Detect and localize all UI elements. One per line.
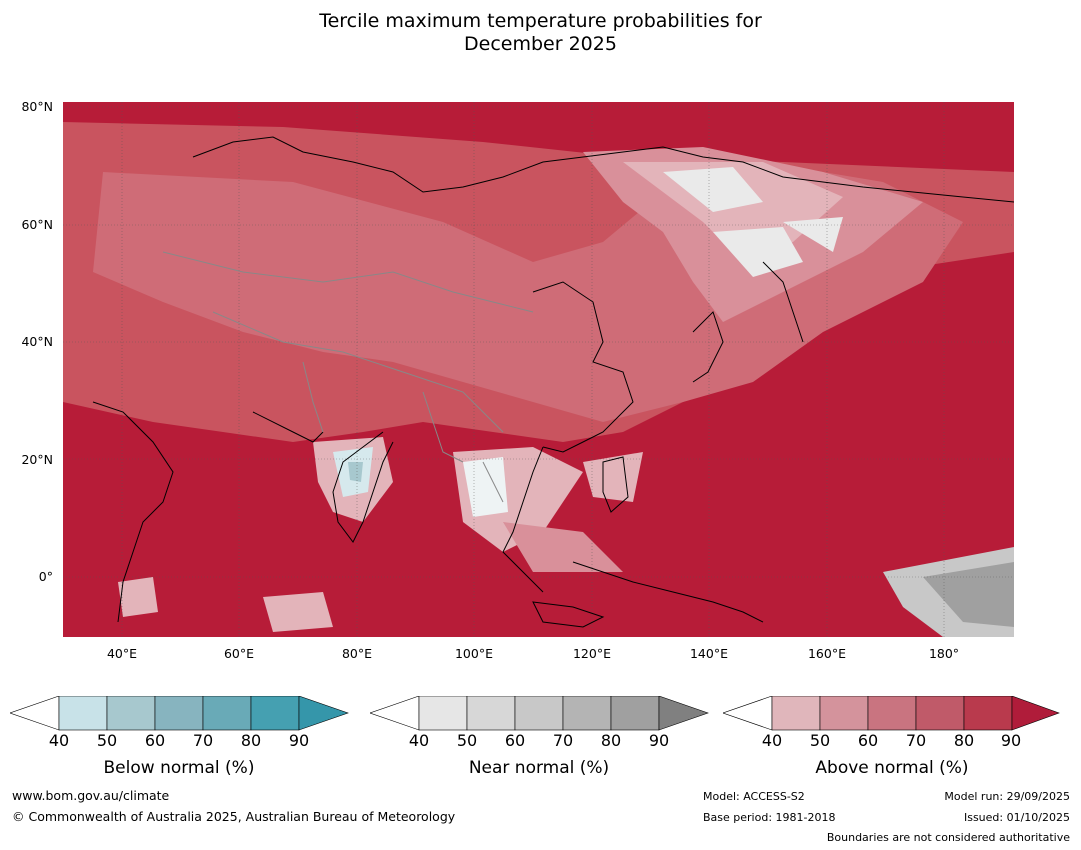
map-africa-low <box>118 577 158 617</box>
colorbar-near-title: Near normal (%) <box>468 758 610 778</box>
map-coastlines <box>92 136 1014 628</box>
colorbar-below-tick-70: 70 <box>192 731 214 750</box>
colorbar-below-tick-60: 60 <box>144 731 166 750</box>
lon-label-180: 180° <box>928 646 960 661</box>
map-malaysia-mid <box>503 522 623 572</box>
colorbar-above-segment-60-70 <box>867 696 917 731</box>
colorbar-below-segment-70-80 <box>202 696 252 731</box>
map-near-normal-manchuria <box>713 227 803 277</box>
title-line-2: December 2025 <box>464 33 617 55</box>
map-gridlines <box>63 102 1014 637</box>
colorbar-above-tick-40: 40 <box>761 731 783 750</box>
colorbar-above-segment-lt40 <box>723 696 773 731</box>
colorbar-near-segment-40-50 <box>418 696 468 731</box>
colorbar-below-tick-50: 50 <box>96 731 118 750</box>
colorbar-below-tick-80: 80 <box>240 731 262 750</box>
colorbar-near-tick-80: 80 <box>600 731 622 750</box>
lat-label-60n: 60°N <box>21 217 53 232</box>
lon-label-80e: 80°E <box>341 646 373 661</box>
colorbar-near-tick-70: 70 <box>552 731 574 750</box>
colorbar-below-segment-60-70 <box>154 696 204 731</box>
map-below-normal-india-core <box>348 462 363 482</box>
map-philippines-low <box>583 452 643 502</box>
colorbar-above-tick-60: 60 <box>857 731 879 750</box>
colorbar-below-segment-80-90 <box>250 696 300 731</box>
colorbar-below-segment-gt90 <box>298 696 349 731</box>
lat-label-0: 0° <box>38 569 53 584</box>
map-near-normal-kamchatka <box>783 217 843 252</box>
footer-disclaimer: Boundaries are not considered authoritat… <box>826 831 1070 844</box>
map-near-normal-siberia <box>663 167 763 212</box>
lon-label-160e: 160°E <box>807 646 846 661</box>
lon-label-40e: 40°E <box>106 646 138 661</box>
colorbar-above-normal <box>723 696 1060 731</box>
title-line-1: Tercile maximum temperature probabilitie… <box>319 10 762 32</box>
colorbar-above-tick-70: 70 <box>905 731 927 750</box>
map-indian-ocean-low <box>263 592 333 632</box>
colorbar-above-segment-40-50 <box>771 696 821 731</box>
colorbar-near-segment-60-70 <box>514 696 564 731</box>
colorbar-below-segment-40-50 <box>58 696 108 731</box>
colorbar-above-segment-70-80 <box>915 696 965 731</box>
map-boundaries <box>162 251 534 503</box>
colorbar-above-tick-90: 90 <box>1000 731 1022 750</box>
colorbar-below-tick-90: 90 <box>288 731 310 750</box>
colorbar-above-segment-80-90 <box>963 696 1013 731</box>
footer-copyright: © Commonwealth of Australia 2025, Austra… <box>12 809 456 824</box>
lon-label-120e: 120°E <box>572 646 611 661</box>
colorbar-below-normal <box>10 696 349 731</box>
colorbar-near-segment-gt90 <box>658 696 709 731</box>
chart-title: Tercile maximum temperature probabilitie… <box>0 10 1081 56</box>
lat-label-20n: 20°N <box>21 452 53 467</box>
lon-label-140e: 140°E <box>689 646 728 661</box>
map-near-normal-pacific-core <box>923 562 1014 627</box>
colorbar-near-segment-50-60 <box>466 696 516 731</box>
footer-model-run: Model run: 29/09/2025 <box>944 790 1070 803</box>
colorbar-near-segment-80-90 <box>610 696 660 731</box>
colorbar-below-segment-50-60 <box>106 696 156 731</box>
lon-label-100e: 100°E <box>454 646 493 661</box>
lat-label-80n: 80°N <box>21 99 53 114</box>
colorbar-above-tick-50: 50 <box>809 731 831 750</box>
footer-issued: Issued: 01/10/2025 <box>963 811 1070 824</box>
colorbar-below-segment-lt40 <box>10 696 60 731</box>
colorbar-below-tick-40: 40 <box>48 731 70 750</box>
colorbar-near-tick-50: 50 <box>456 731 478 750</box>
lon-label-60e: 60°E <box>223 646 255 661</box>
colorbar-near-normal <box>370 696 709 731</box>
footer-model: Model: ACCESS-S2 <box>703 790 805 803</box>
colorbar-near-segment-lt40 <box>370 696 420 731</box>
colorbar-near-tick-40: 40 <box>408 731 430 750</box>
colorbar-near-tick-60: 60 <box>504 731 526 750</box>
footer-base-period: Base period: 1981-2018 <box>703 811 836 824</box>
colorbar-above-title: Above normal (%) <box>815 758 969 778</box>
lat-label-40n: 40°N <box>21 334 53 349</box>
colorbar-below-title: Below normal (%) <box>103 758 255 778</box>
colorbar-near-tick-90: 90 <box>648 731 670 750</box>
colorbar-near-segment-70-80 <box>562 696 612 731</box>
probability-map <box>63 102 1014 637</box>
colorbar-above-tick-80: 80 <box>953 731 975 750</box>
colorbar-above-segment-50-60 <box>819 696 869 731</box>
footer-website: www.bom.gov.au/climate <box>12 788 170 803</box>
map-canvas <box>63 102 1014 637</box>
colorbar-above-segment-gt90 <box>1011 696 1060 731</box>
